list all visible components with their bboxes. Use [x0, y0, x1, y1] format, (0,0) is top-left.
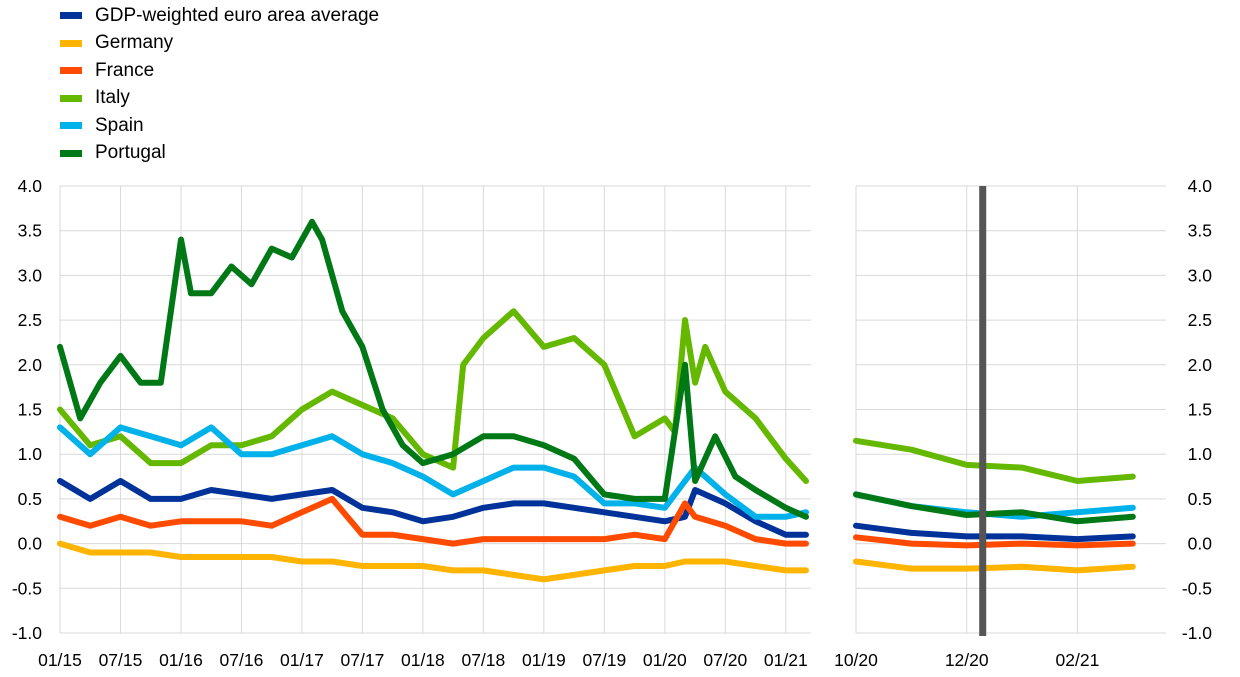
y-tick-label: 0.0 [1188, 534, 1213, 554]
x-tick-label: 01/20 [643, 650, 687, 670]
legend-item-portugal: Portugal [60, 140, 379, 168]
x-tick-label: 10/20 [834, 650, 878, 670]
y-tick-label: 0.0 [18, 534, 43, 554]
legend-swatch [60, 122, 82, 130]
x-tick-label: 01/19 [522, 650, 566, 670]
x-tick-label: 02/21 [1056, 650, 1100, 670]
x-tick-label: 07/19 [582, 650, 626, 670]
y-tick-label: 2.0 [18, 355, 43, 375]
x-tick-label: 01/18 [401, 650, 445, 670]
y-tick-label: 1.5 [18, 400, 42, 420]
x-tick-label: 01/17 [280, 650, 324, 670]
x-tick-label: 01/15 [38, 650, 82, 670]
y-tick-label: 1.0 [18, 444, 43, 464]
legend-swatch [60, 149, 82, 157]
legend-swatch [60, 12, 82, 20]
y-tick-label: 4.0 [1188, 176, 1213, 196]
y-tick-label: 3.0 [1188, 265, 1213, 285]
legend-label: Germany [95, 32, 174, 54]
x-tick-label: 07/20 [703, 650, 747, 670]
y-tick-label: -1.0 [1182, 623, 1212, 643]
y-tick-label: 0.5 [18, 489, 42, 509]
legend-item-spain: Spain [60, 112, 379, 140]
x-tick-label: 01/21 [764, 650, 808, 670]
legend-item-france: France [60, 57, 379, 85]
y-tick-label: 4.0 [18, 176, 43, 196]
y-tick-label: -0.5 [12, 578, 42, 598]
series-line [853, 437, 1136, 484]
y-tick-label: 3.5 [18, 221, 42, 241]
legend-swatch [60, 94, 82, 102]
y-tick-label: 2.0 [1188, 355, 1213, 375]
legend-label: Spain [95, 114, 144, 136]
series-line [57, 218, 809, 520]
x-tick-label: 07/15 [99, 650, 143, 670]
legend-label: France [95, 59, 155, 81]
y-tick-label: 2.5 [1188, 310, 1212, 330]
y-tick-label: 2.5 [18, 310, 42, 330]
x-tick-label: 07/17 [341, 650, 385, 670]
legend-label: GDP-weighted euro area average [95, 4, 380, 26]
y-tick-label: -0.5 [1182, 578, 1212, 598]
legend-item-italy: Italy [60, 85, 379, 113]
series-line [57, 495, 809, 547]
x-tick-label: 07/16 [220, 650, 264, 670]
legend-label: Portugal [95, 142, 166, 164]
legend: GDP-weighted euro area average Germany F… [60, 2, 379, 167]
series-line [57, 540, 809, 583]
y-tick-label: 1.5 [1188, 400, 1212, 420]
y-tick-label: 3.0 [18, 265, 43, 285]
series-line [57, 478, 809, 538]
y-tick-label: 1.0 [1188, 444, 1213, 464]
legend-label: Italy [95, 87, 130, 109]
x-tick-label: 12/20 [945, 650, 989, 670]
series-line [57, 308, 809, 484]
y-tick-label: 3.5 [1188, 221, 1212, 241]
legend-swatch [60, 67, 82, 75]
x-tick-label: 01/16 [159, 650, 203, 670]
x-tick-label: 07/18 [461, 650, 505, 670]
legend-item-euro-area: GDP-weighted euro area average [60, 2, 379, 30]
y-tick-label: -1.0 [12, 623, 42, 643]
legend-item-germany: Germany [60, 30, 379, 58]
series-line [853, 491, 1136, 525]
series-line [853, 558, 1136, 574]
series-line [853, 534, 1136, 549]
y-tick-label: 0.5 [1188, 489, 1212, 509]
legend-swatch [60, 39, 82, 47]
series-line [853, 522, 1136, 543]
